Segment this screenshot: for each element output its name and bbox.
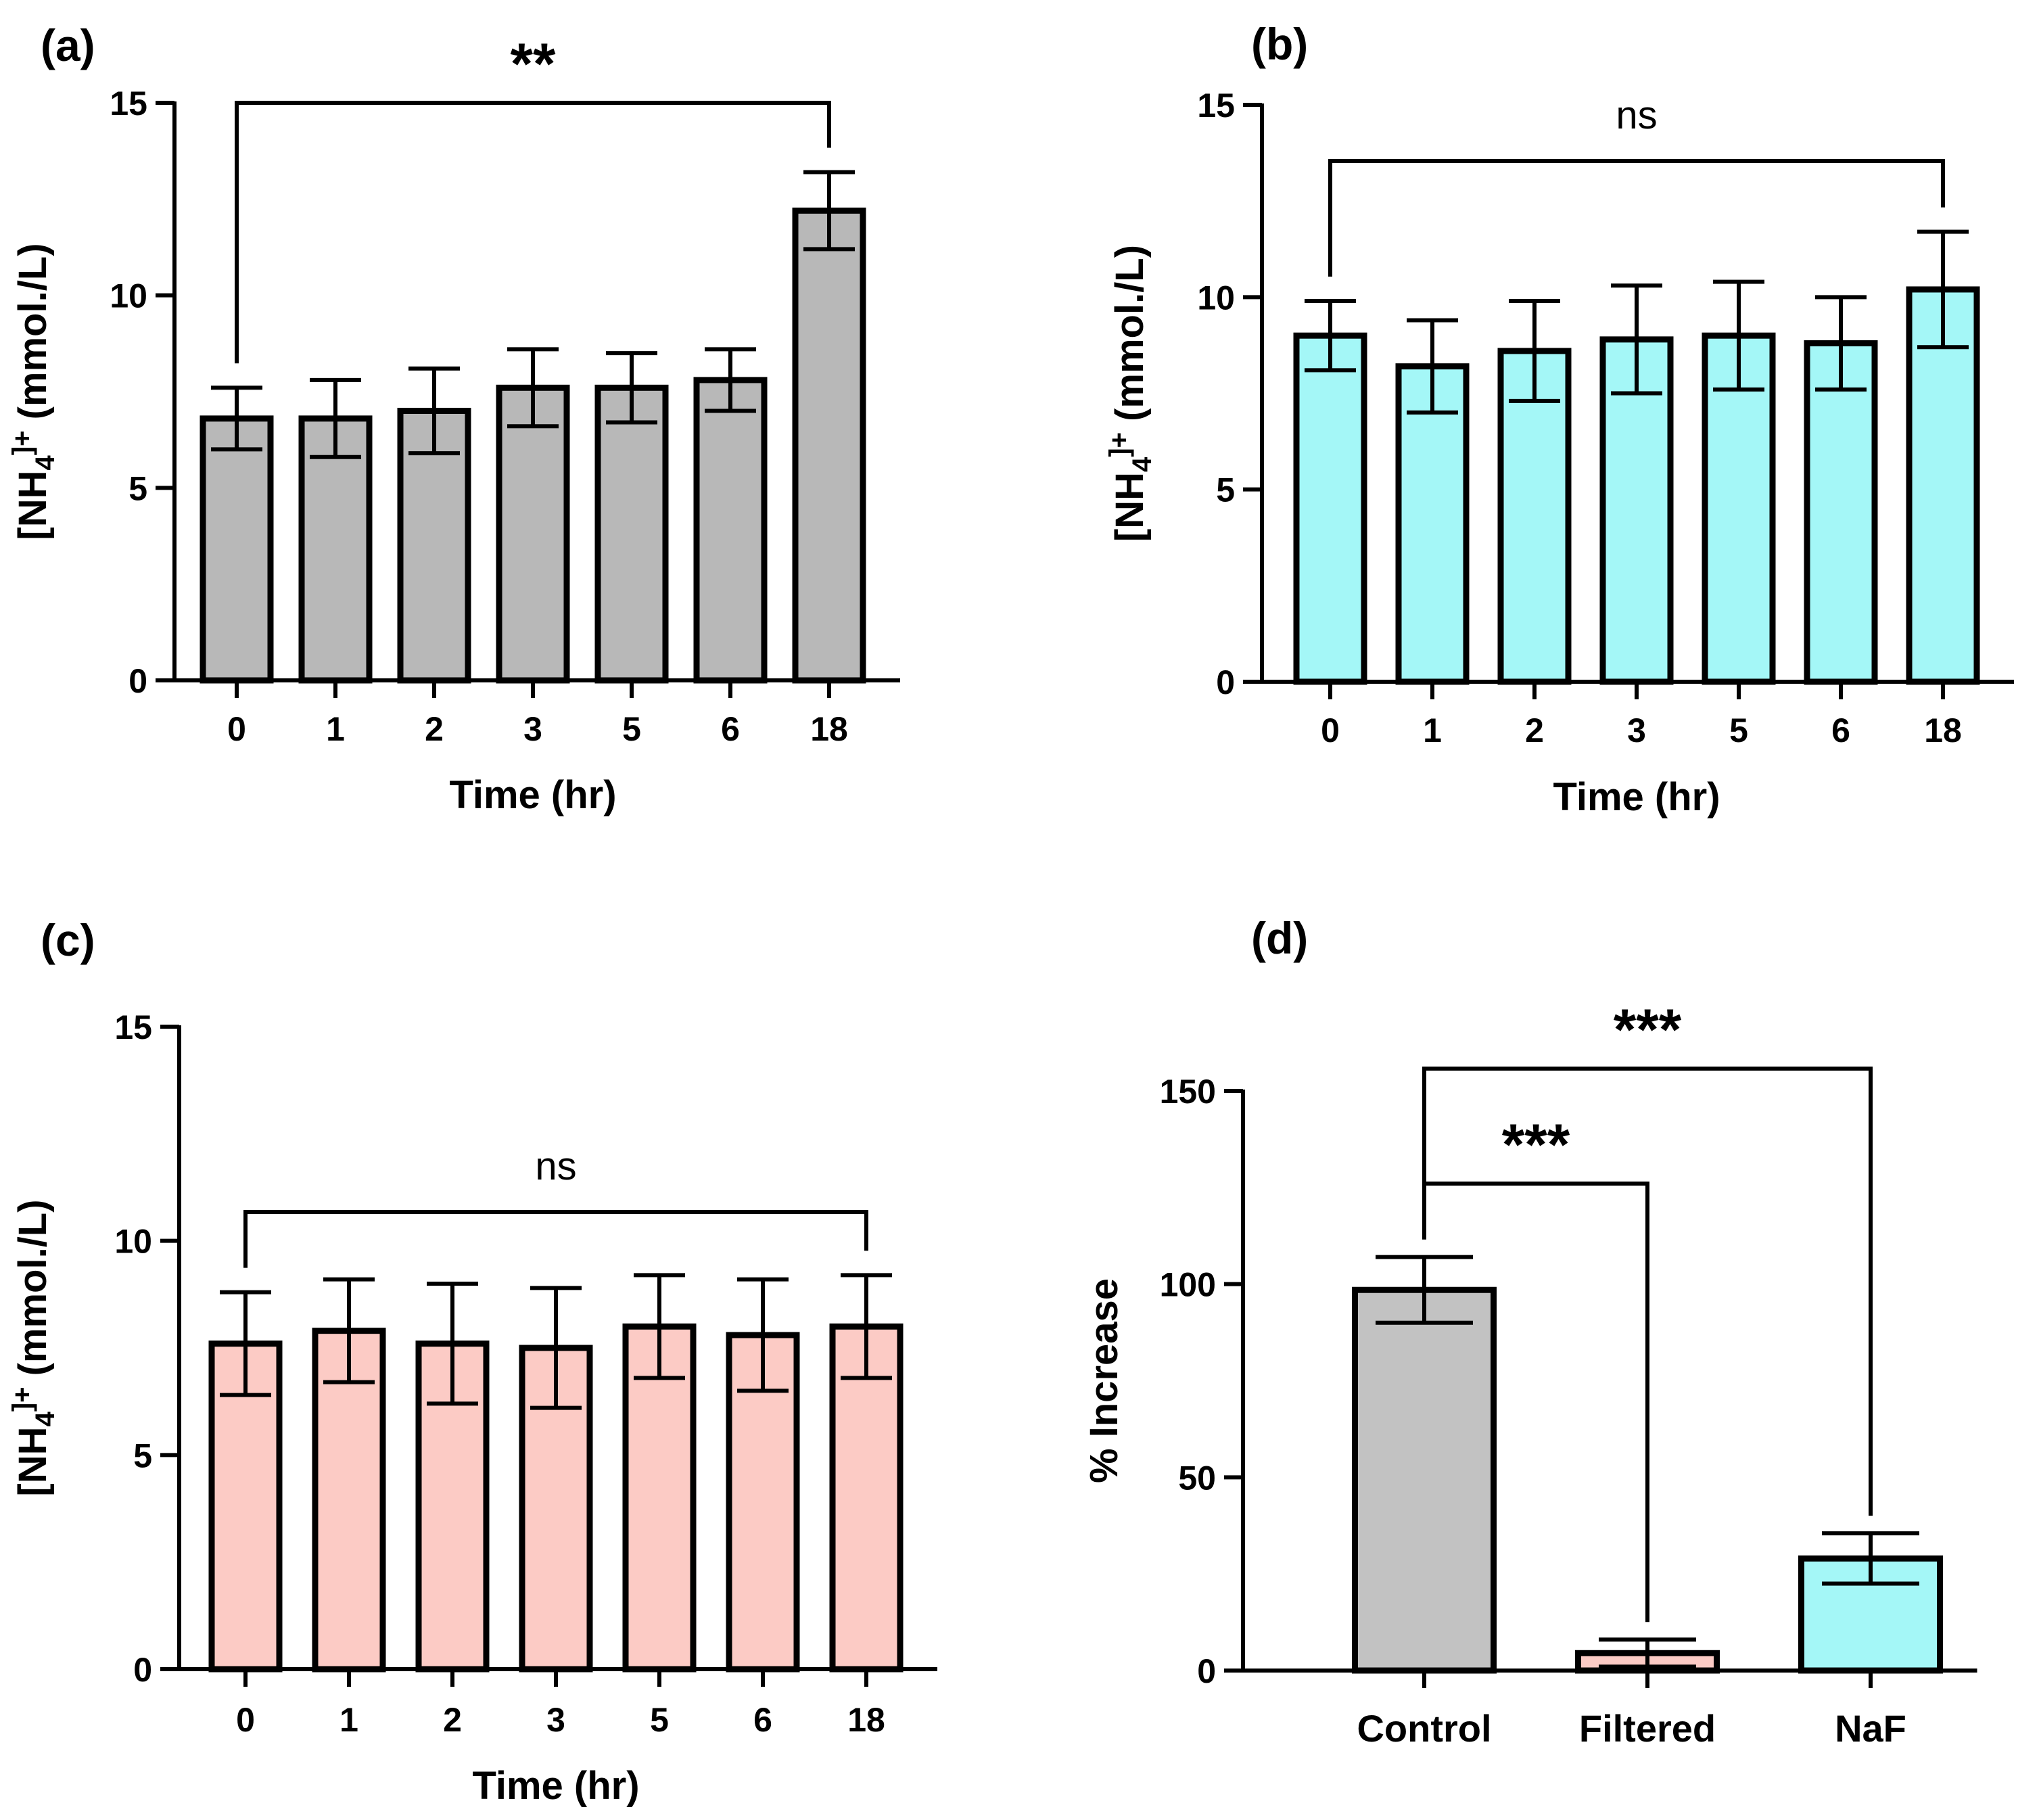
- y-axis-title: [NH4]+ (mmol./L): [7, 1199, 60, 1496]
- x-axis-title: Time (hr): [449, 773, 616, 817]
- bar: [1906, 286, 1980, 685]
- x-tick-label: Filtered: [1579, 1707, 1716, 1750]
- panel-c: (c) 0 5 10 15 0 1 2 3 5 6 18 Time (hr) [NH4]+ (mmol./…: [7, 915, 937, 1808]
- x-axis-title: Time (hr): [472, 1764, 639, 1808]
- y-axis-title-part: (mmol./L): [11, 1199, 55, 1386]
- x-tick-label: 6: [753, 1701, 772, 1739]
- bar: [200, 415, 274, 684]
- y-tick-label: 0: [1216, 663, 1235, 701]
- x-tick-label: 0: [227, 710, 246, 748]
- y-tick-label: 15: [110, 85, 147, 122]
- significance-bracket: [243, 1210, 868, 1268]
- x-tick-label: 2: [443, 1701, 462, 1739]
- y-tick-label: 5: [133, 1437, 152, 1474]
- y-tick-label: 50: [1178, 1459, 1216, 1497]
- x-tick-label: NaF: [1835, 1707, 1906, 1750]
- x-tick-label: 3: [523, 710, 542, 748]
- y-tick-label: 5: [1216, 471, 1235, 509]
- y-axis-title-part: [NH: [1108, 472, 1152, 542]
- y-axis-title-part: 4: [30, 1411, 60, 1426]
- y-tick-label: 10: [1197, 279, 1235, 317]
- x-tick-label: 0: [236, 1701, 255, 1739]
- x-tick-label: 6: [1831, 711, 1850, 749]
- x-axis-title: Time (hr): [1553, 775, 1720, 819]
- significance-bracket: [235, 101, 831, 364]
- x-tick-label: 3: [1627, 711, 1646, 749]
- x-tick-label: 18: [847, 1701, 885, 1739]
- y-axis-title-part: ]+: [7, 1387, 37, 1412]
- x-tick-label: 2: [1525, 711, 1544, 749]
- bar: [1804, 340, 1878, 685]
- y-tick-label: 10: [114, 1223, 152, 1261]
- y-tick-label: 5: [128, 469, 147, 507]
- y-axis-title-part: [NH: [11, 470, 55, 540]
- x-tick-label: 5: [1729, 711, 1748, 749]
- y-tick-label: 10: [110, 277, 147, 315]
- significance-label: ***: [1614, 998, 1682, 1063]
- y-tick-label: 0: [128, 662, 147, 700]
- x-tick-label: 0: [1321, 711, 1340, 749]
- x-tick-label: 2: [425, 710, 444, 748]
- y-axis-title: [NH4]+ (mmol./L): [7, 243, 60, 540]
- panel-label: (b): [1251, 19, 1308, 69]
- y-tick-label: 0: [133, 1651, 152, 1689]
- x-tick-label: 18: [810, 710, 848, 748]
- y-axis-title-part: (mmol./L): [11, 243, 55, 430]
- bar: [693, 377, 768, 684]
- y-tick-label: 0: [1197, 1652, 1216, 1690]
- bar: [792, 207, 866, 684]
- significance-bracket: [1328, 159, 1945, 277]
- panel-label: (a): [41, 20, 95, 70]
- y-axis-title-part: ]+: [7, 431, 37, 456]
- y-axis-title-part: (mmol./L): [1108, 245, 1152, 432]
- x-tick-label: 1: [326, 710, 345, 748]
- y-tick-label: 15: [1197, 87, 1235, 124]
- y-axis-title-part: [NH: [11, 1426, 55, 1496]
- x-tick-label: 6: [721, 710, 740, 748]
- bar: [397, 407, 471, 684]
- y-tick-label: 150: [1160, 1073, 1216, 1111]
- bar: [594, 384, 669, 684]
- x-tick-label: 5: [650, 1701, 669, 1739]
- y-axis-title-part: 4: [1127, 457, 1157, 472]
- x-tick-label: 1: [1423, 711, 1442, 749]
- panel-label: (d): [1251, 913, 1308, 963]
- significance-label: **: [511, 32, 556, 97]
- panel-d: (d) 0 50 100 150 Control Filtered NaF % Increase…: [1082, 913, 1977, 1750]
- significance-label: ***: [1502, 1113, 1570, 1177]
- y-axis-title: % Increase: [1082, 1278, 1126, 1483]
- panel-b: (b) 0 5 10 15 0 1 2 3 5 6 18 Time (hr) [NH4]+ (mmol./…: [1104, 19, 2014, 819]
- x-tick-label: 5: [622, 710, 641, 748]
- bar: [1599, 336, 1674, 685]
- significance-bracket: [1422, 1067, 1873, 1516]
- panel-a: (a) 0 5 10 15 0 1 2 3 5 6 18 Time (hr) [NH4]+ (mmol./…: [7, 20, 900, 817]
- y-tick-label: 100: [1160, 1266, 1216, 1304]
- x-tick-label: 3: [546, 1701, 565, 1739]
- bar: [496, 384, 570, 684]
- y-axis-title-part: ]+: [1104, 432, 1134, 457]
- panel-label: (c): [41, 915, 95, 965]
- x-tick-label: 18: [1924, 711, 1962, 749]
- bar: [312, 1328, 386, 1673]
- bar: [1293, 332, 1367, 685]
- y-tick-label: 15: [114, 1008, 152, 1046]
- bar: [1352, 1286, 1497, 1674]
- x-tick-label: Control: [1357, 1707, 1491, 1750]
- x-tick-label: 1: [339, 1701, 358, 1739]
- y-axis-title-part: 4: [30, 454, 60, 470]
- significance-label: ns: [1616, 93, 1657, 137]
- significance-label: ns: [535, 1144, 576, 1188]
- y-axis-title: [NH4]+ (mmol./L): [1104, 245, 1157, 542]
